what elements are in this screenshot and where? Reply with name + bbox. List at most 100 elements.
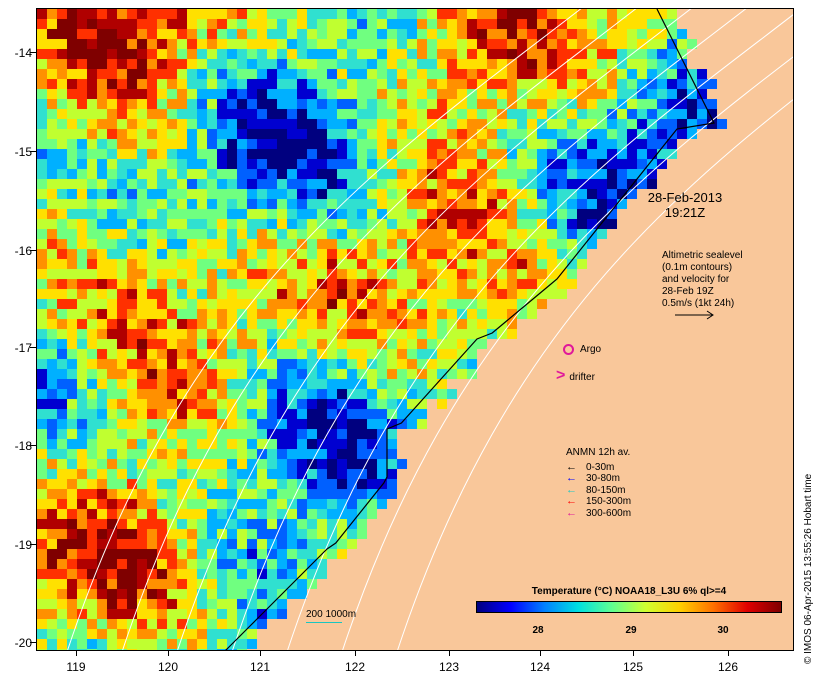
sst-cell — [497, 149, 507, 159]
sst-cell — [107, 239, 117, 249]
sst-cell — [197, 609, 207, 619]
sst-cell — [117, 569, 127, 579]
sst-cell — [297, 349, 307, 359]
sst-cell — [147, 399, 157, 409]
sst-cell — [397, 89, 407, 99]
sst-cell — [267, 339, 277, 349]
sst-cell — [117, 309, 127, 319]
sst-cell — [427, 149, 437, 159]
sst-cell — [67, 319, 77, 329]
sst-cell — [77, 599, 87, 609]
sst-cell — [227, 189, 237, 199]
sst-cell — [587, 119, 597, 129]
sst-cell — [97, 19, 107, 29]
sst-cell — [67, 399, 77, 409]
sst-cell — [37, 69, 47, 79]
sst-cell — [87, 529, 97, 539]
sst-cell — [347, 139, 357, 149]
sst-cell — [77, 319, 87, 329]
sst-cell — [427, 369, 437, 379]
sst-cell — [397, 309, 407, 319]
sst-cell — [57, 449, 67, 459]
anmn-row: ← 80-150m — [566, 484, 631, 497]
sst-cell — [147, 259, 157, 269]
sst-cell — [297, 59, 307, 69]
sst-cell — [277, 479, 287, 489]
sst-cell — [77, 349, 87, 359]
sst-cell — [457, 159, 467, 169]
sst-cell — [47, 149, 57, 159]
sst-cell — [437, 69, 447, 79]
sst-cell — [387, 179, 397, 189]
sst-cell — [77, 199, 87, 209]
sst-cell — [557, 209, 567, 219]
sst-cell — [77, 149, 87, 159]
sst-cell — [417, 329, 427, 339]
sst-cell — [347, 469, 357, 479]
sst-cell — [287, 19, 297, 29]
sst-cell — [377, 149, 387, 159]
sst-cell — [97, 479, 107, 489]
sst-cell — [447, 309, 457, 319]
sst-cell — [447, 289, 457, 299]
sst-cell — [237, 449, 247, 459]
sst-cell — [527, 29, 537, 39]
sst-cell — [107, 9, 117, 19]
sst-cell — [327, 249, 337, 259]
sst-cell — [567, 69, 577, 79]
sst-cell — [537, 59, 547, 69]
sst-cell — [397, 329, 407, 339]
sst-cell — [257, 169, 267, 179]
sst-cell — [47, 159, 57, 169]
sst-cell — [457, 109, 467, 119]
sst-cell — [37, 79, 47, 89]
sst-cell — [117, 499, 127, 509]
sst-cell — [277, 109, 287, 119]
sst-cell — [417, 49, 427, 59]
sst-cell — [117, 39, 127, 49]
sst-cell — [397, 99, 407, 109]
sst-cell — [217, 119, 227, 129]
sst-cell — [397, 129, 407, 139]
sst-cell — [517, 289, 527, 299]
sst-cell — [97, 229, 107, 239]
sst-cell — [37, 129, 47, 139]
sst-cell — [97, 219, 107, 229]
sst-cell — [157, 419, 167, 429]
sst-cell — [367, 279, 377, 289]
left-arrow-icon: ← — [566, 472, 577, 484]
sst-cell — [197, 199, 207, 209]
sst-cell — [77, 459, 87, 469]
sst-cell — [217, 229, 227, 239]
sst-cell — [227, 559, 237, 569]
sst-cell — [337, 529, 347, 539]
sst-cell — [197, 509, 207, 519]
sst-cell — [407, 319, 417, 329]
sst-cell — [227, 159, 237, 169]
sst-cell — [407, 19, 417, 29]
sst-cell — [437, 79, 447, 89]
sst-cell — [407, 389, 417, 399]
sst-cell — [587, 129, 597, 139]
sst-cell — [67, 569, 77, 579]
sst-cell — [507, 9, 517, 19]
sst-cell — [217, 49, 227, 59]
sst-cell — [117, 539, 127, 549]
sst-cell — [407, 419, 417, 429]
sst-cell — [397, 49, 407, 59]
sst-cell — [277, 199, 287, 209]
sst-cell — [247, 389, 257, 399]
sst-cell — [227, 609, 237, 619]
sst-cell — [647, 159, 657, 169]
sst-cell — [387, 209, 397, 219]
sst-cell — [177, 59, 187, 69]
sst-cell — [397, 59, 407, 69]
sst-cell — [67, 9, 77, 19]
sst-cell — [277, 119, 287, 129]
sst-cell — [227, 29, 237, 39]
sst-cell — [207, 309, 217, 319]
sst-cell — [217, 619, 227, 629]
sst-cell — [307, 339, 317, 349]
sst-cell — [217, 549, 227, 559]
sst-cell — [277, 319, 287, 329]
